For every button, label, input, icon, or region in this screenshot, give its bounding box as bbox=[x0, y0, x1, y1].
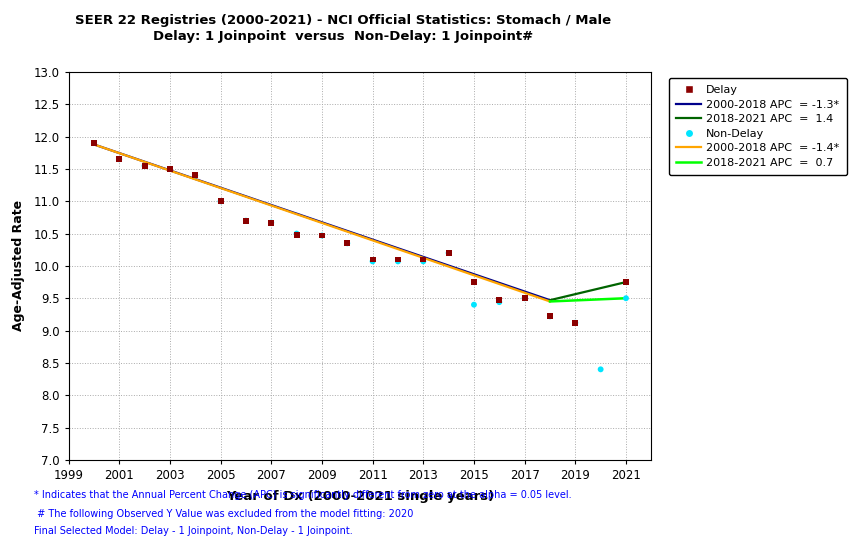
Point bbox=[594, 365, 608, 374]
Point bbox=[391, 255, 405, 264]
Text: * Indicates that the Annual Percent Change (APC) is significantly different from: * Indicates that the Annual Percent Chan… bbox=[34, 490, 572, 500]
Point bbox=[290, 230, 303, 239]
Point bbox=[213, 197, 227, 206]
Point bbox=[366, 257, 380, 266]
Point bbox=[315, 231, 329, 240]
Point bbox=[265, 218, 279, 227]
Point bbox=[518, 294, 531, 302]
Point bbox=[163, 165, 177, 173]
Point bbox=[138, 161, 152, 170]
Point bbox=[340, 239, 354, 248]
Point bbox=[366, 255, 380, 264]
Point bbox=[290, 229, 303, 238]
Point bbox=[441, 249, 455, 258]
Point bbox=[340, 239, 354, 248]
Point bbox=[112, 155, 126, 164]
Point bbox=[239, 216, 253, 225]
Text: Final Selected Model: Delay - 1 Joinpoint, Non-Delay - 1 Joinpoint.: Final Selected Model: Delay - 1 Joinpoin… bbox=[34, 526, 353, 536]
Point bbox=[417, 255, 430, 264]
Point bbox=[213, 197, 227, 206]
Text: SEER 22 Registries (2000-2021) - NCI Official Statistics: Stomach / Male: SEER 22 Registries (2000-2021) - NCI Off… bbox=[75, 14, 611, 27]
Point bbox=[619, 278, 632, 286]
Text: Delay: 1 Joinpoint  versus  Non-Delay: 1 Joinpoint#: Delay: 1 Joinpoint versus Non-Delay: 1 J… bbox=[153, 30, 533, 43]
Point bbox=[493, 297, 506, 306]
Point bbox=[265, 218, 279, 227]
Point bbox=[467, 300, 481, 309]
Point bbox=[87, 138, 101, 147]
Point bbox=[417, 257, 430, 266]
Point bbox=[467, 278, 481, 286]
Point bbox=[138, 161, 152, 170]
Point bbox=[619, 294, 632, 302]
Point bbox=[543, 312, 557, 321]
Point bbox=[239, 216, 253, 225]
Point bbox=[568, 319, 582, 327]
Point bbox=[493, 296, 506, 305]
X-axis label: Year of Dx (2000-2021 single years): Year of Dx (2000-2021 single years) bbox=[225, 490, 494, 503]
Point bbox=[518, 294, 531, 302]
Legend: Delay, 2000-2018 APC  = -1.3*, 2018-2021 APC  =  1.4, Non-Delay, 2000-2018 APC  : Delay, 2000-2018 APC = -1.3*, 2018-2021 … bbox=[668, 78, 848, 176]
Text: # The following Observed Y Value was excluded from the model fitting: 2020: # The following Observed Y Value was exc… bbox=[34, 509, 414, 519]
Point bbox=[441, 249, 455, 258]
Point bbox=[87, 138, 101, 147]
Point bbox=[391, 257, 405, 266]
Y-axis label: Age-Adjusted Rate: Age-Adjusted Rate bbox=[12, 201, 25, 331]
Point bbox=[315, 231, 329, 240]
Point bbox=[189, 171, 202, 180]
Point bbox=[163, 165, 177, 173]
Point bbox=[568, 319, 582, 327]
Point bbox=[543, 312, 557, 321]
Point bbox=[189, 171, 202, 180]
Point bbox=[112, 155, 126, 164]
